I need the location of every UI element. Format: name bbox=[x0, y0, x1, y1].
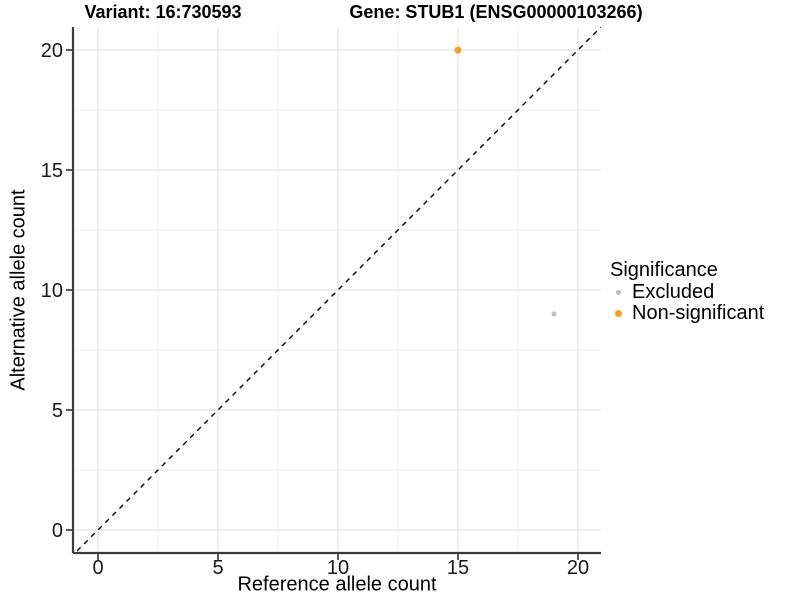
data-point-excluded bbox=[551, 311, 557, 317]
y-axis-label: Alternative allele count bbox=[7, 189, 30, 391]
plot-title-variant: Variant: 16:730593 bbox=[84, 2, 242, 22]
y-tick-label: 0 bbox=[52, 520, 63, 542]
y-tick-label: 5 bbox=[52, 400, 63, 422]
legend-item: Non-significant bbox=[610, 303, 795, 324]
legend-item-label: Excluded bbox=[632, 281, 715, 303]
x-tick-label: 20 bbox=[567, 557, 589, 579]
legend-key bbox=[610, 290, 626, 295]
legend-item-label: Non-significant bbox=[632, 302, 765, 324]
legend-item: Excluded bbox=[610, 282, 795, 303]
plot-title-gene: Gene: STUB1 (ENSG00000103266) bbox=[349, 2, 643, 22]
x-axis-label: Reference allele count bbox=[237, 573, 437, 596]
data-point-non-significant bbox=[454, 46, 462, 54]
y-tick-label: 10 bbox=[41, 280, 63, 302]
legend-marker-icon bbox=[615, 290, 621, 295]
x-tick-label: 5 bbox=[212, 557, 223, 579]
legend-marker-icon bbox=[614, 310, 622, 317]
legend-items: Excluded Non-significant bbox=[610, 282, 795, 324]
y-tick-label: 20 bbox=[41, 40, 63, 62]
legend-key bbox=[610, 310, 626, 317]
x-tick-label: 10 bbox=[327, 557, 349, 579]
legend: Significance Excluded Non-significant bbox=[610, 259, 795, 324]
x-tick-label: 0 bbox=[92, 557, 103, 579]
x-tick-label: 15 bbox=[447, 557, 469, 579]
legend-title: Significance bbox=[610, 259, 718, 281]
y-tick-label: 15 bbox=[41, 160, 63, 182]
